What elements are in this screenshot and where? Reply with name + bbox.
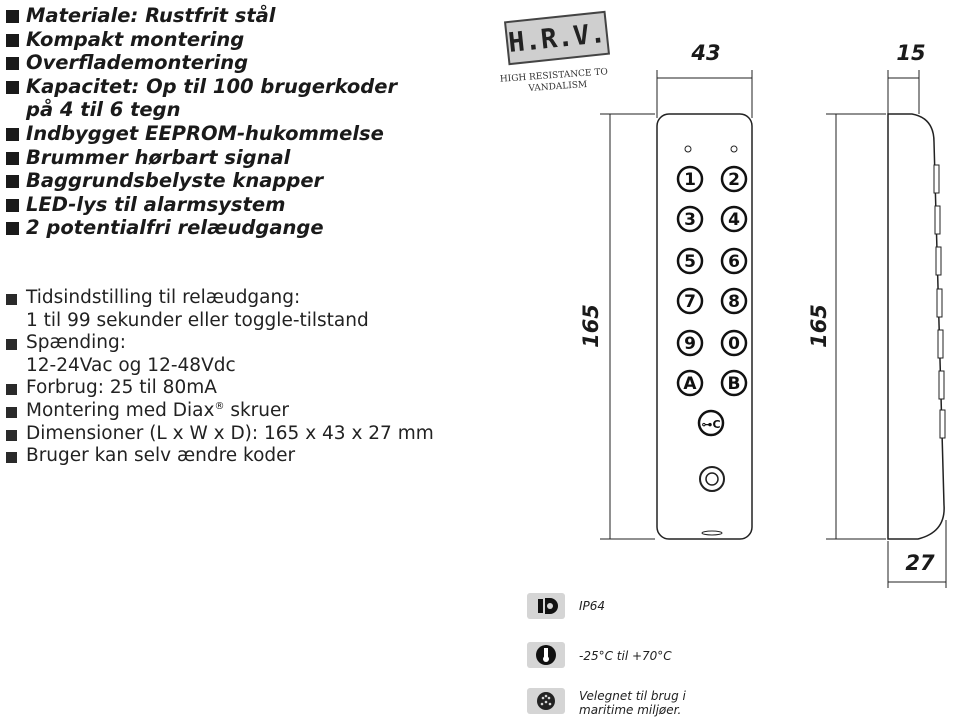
bullet-square xyxy=(6,57,19,71)
list-item: LED-lys til alarmsystem xyxy=(6,193,397,217)
list-item: Kapacitet: Op til 100 brugerkoder på 4 ti… xyxy=(6,75,397,122)
key-1: 1 xyxy=(676,165,704,193)
key-6: 6 xyxy=(720,247,748,275)
svg-text:⊶C: ⊶C xyxy=(701,418,720,431)
key-bell: ⊶C xyxy=(697,409,725,437)
svg-text:5: 5 xyxy=(684,252,696,272)
hrv-subtitle: VANDALISM xyxy=(527,80,587,94)
svg-text:1: 1 xyxy=(684,170,696,190)
list-item: Baggrundsbelyste knapper xyxy=(6,169,397,193)
bullet-square xyxy=(6,406,17,418)
height-dimension-side xyxy=(826,113,886,540)
svg-text:9: 9 xyxy=(684,334,696,354)
svg-text:7: 7 xyxy=(684,292,696,312)
keypad-side-view xyxy=(887,113,946,540)
key-7: 7 xyxy=(676,287,704,315)
bullet-square xyxy=(6,175,19,189)
bullet-square xyxy=(6,151,19,165)
list-item: Montering med Diax® skruer xyxy=(6,400,434,423)
bullet-square xyxy=(6,294,17,305)
key-5: 5 xyxy=(676,247,704,275)
depth-dimension-bottom xyxy=(887,520,947,588)
list-item: Bruger kan selv ændre koder xyxy=(6,445,434,468)
depth-label-bottom: 27 xyxy=(905,551,935,575)
spec-temperature: -25°C til +70°C xyxy=(579,649,672,663)
marine-icon xyxy=(527,688,565,714)
list-item: Overflademontering xyxy=(6,51,397,75)
list-item: Kompakt montering xyxy=(6,28,397,52)
spec-ip: IP64 xyxy=(579,599,606,613)
depth-label-top: 15 xyxy=(896,41,925,65)
key-b: B xyxy=(720,369,748,397)
key-3: 3 xyxy=(676,205,704,233)
svg-text:B: B xyxy=(728,374,741,394)
list-item: Brummer hørbart signal xyxy=(6,146,397,170)
bullet-square xyxy=(6,127,19,141)
spec-marine: Velegnet til brug i maritime miljøer. xyxy=(579,689,686,717)
bullet-square xyxy=(6,222,19,236)
list-item: 2 potentialfri relæudgange xyxy=(6,216,397,240)
key-8: 8 xyxy=(720,287,748,315)
bullet-square xyxy=(6,80,19,94)
height-label-front: 165 xyxy=(579,304,603,348)
svg-text:2: 2 xyxy=(728,170,740,190)
svg-text:0: 0 xyxy=(728,334,740,354)
svg-text:A: A xyxy=(683,374,697,394)
list-item: Forbrug: 25 til 80mA xyxy=(6,377,434,400)
key-9: 9 xyxy=(676,329,704,357)
bullet-square xyxy=(6,10,19,23)
height-dimension xyxy=(600,113,655,540)
keypad-keys: 1 2 3 4 5 6 7 8 9 0 A B ⊶C xyxy=(676,165,748,437)
list-item: Spænding: 12-24Vac og 12-48Vdc xyxy=(6,332,434,377)
svg-text:3: 3 xyxy=(684,210,696,230)
list-item: Indbygget EEPROM-hukommelse xyxy=(6,122,397,146)
width-label: 43 xyxy=(690,41,720,65)
width-dimension xyxy=(656,70,753,118)
list-item: Tidsindstilling til relæudgang: 1 til 99 … xyxy=(6,287,434,332)
depth-dimension-top xyxy=(887,70,920,114)
svg-text:8: 8 xyxy=(728,292,740,312)
list-item: Materiale: Rustfrit stål xyxy=(6,4,397,28)
feature-list-plain: Tidsindstilling til relæudgang: 1 til 99 … xyxy=(6,287,434,468)
ip-rating-icon xyxy=(527,593,565,619)
key-2: 2 xyxy=(720,165,748,193)
bullet-square xyxy=(6,33,19,47)
hrv-badge: H.R.V. HIGH RESISTANCE TO VANDALISM xyxy=(500,10,611,94)
svg-text:4: 4 xyxy=(728,210,740,230)
svg-text:6: 6 xyxy=(728,252,740,272)
key-4: 4 xyxy=(720,205,748,233)
bullet-square xyxy=(6,339,17,351)
temperature-icon xyxy=(527,642,565,668)
key-a: A xyxy=(676,369,704,397)
bullet-square xyxy=(6,452,17,464)
bullet-square xyxy=(6,198,19,212)
key-0: 0 xyxy=(720,329,748,357)
feature-list-bold: Materiale: Rustfrit stål Kompakt monteri… xyxy=(6,4,397,240)
list-item: Dimensioner (L x W x D): 165 x 43 x 27 m… xyxy=(6,423,434,446)
height-label-side: 165 xyxy=(807,304,831,348)
bullet-square xyxy=(6,384,17,396)
bullet-square xyxy=(6,429,17,441)
